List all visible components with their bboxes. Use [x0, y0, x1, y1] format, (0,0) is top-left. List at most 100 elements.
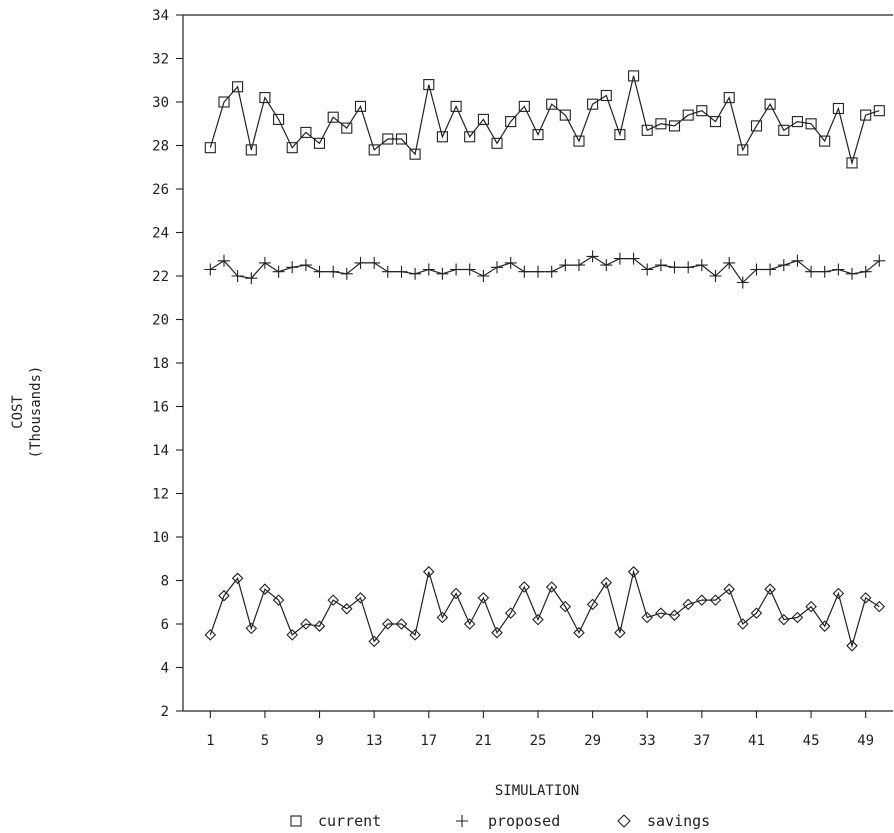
- current-point: [354, 100, 367, 112]
- savings-point: [723, 583, 735, 595]
- proposed-point: [354, 256, 367, 269]
- proposed-point: [313, 265, 326, 278]
- proposed-point: [491, 261, 503, 274]
- savings-point: [245, 622, 258, 635]
- savings-point: [614, 626, 626, 639]
- y-tick-label: 2: [161, 704, 169, 720]
- savings-point: [805, 600, 817, 613]
- current-point: [273, 113, 285, 125]
- savings-point: [204, 629, 217, 641]
- proposed-point: [272, 265, 285, 278]
- savings-point: [218, 589, 230, 602]
- savings-point: [559, 600, 572, 613]
- proposed-point: [545, 265, 558, 278]
- proposed-point: [832, 263, 845, 276]
- legend-label-proposed: proposed: [488, 812, 560, 830]
- proposed-point: [559, 259, 572, 272]
- x-tick-label: 29: [584, 733, 601, 749]
- savings-point: [313, 620, 326, 632]
- savings-point: [682, 598, 694, 611]
- current-point: [819, 135, 831, 147]
- current-point: [327, 111, 339, 123]
- legend-item-proposed: proposed: [456, 812, 560, 830]
- proposed-point: [873, 254, 886, 267]
- proposed-point: [846, 267, 858, 280]
- savings-point: [231, 572, 244, 585]
- x-tick-label: 17: [420, 733, 437, 749]
- current-point: [587, 98, 599, 110]
- savings-point: [300, 618, 312, 630]
- series-proposed: [204, 250, 886, 289]
- y-tick-label: 10: [152, 530, 169, 546]
- proposed-point: [859, 265, 872, 278]
- x-tick-label: 45: [803, 733, 820, 749]
- current-point: [368, 144, 380, 156]
- current-point: [791, 116, 803, 128]
- proposed-point: [791, 254, 804, 267]
- current-point: [313, 137, 326, 149]
- proposed-point: [436, 267, 449, 280]
- x-tick-label: 9: [315, 733, 323, 749]
- savings-point: [778, 613, 790, 626]
- current-point: [245, 144, 257, 156]
- proposed-point: [805, 265, 818, 278]
- proposed-line: [209, 255, 880, 284]
- proposed-point: [613, 252, 626, 265]
- legend: current proposed savings: [290, 812, 710, 830]
- current-point: [204, 142, 216, 154]
- proposed-point: [477, 270, 490, 282]
- savings-point: [737, 618, 749, 630]
- legend-label-current: current: [318, 812, 381, 830]
- current-point: [873, 105, 885, 117]
- current-point: [491, 137, 503, 149]
- y-tick-label: 22: [152, 269, 169, 285]
- current-point: [232, 81, 244, 93]
- y-tick-label: 18: [152, 356, 169, 372]
- current-line: [209, 75, 880, 166]
- savings-point: [436, 611, 449, 624]
- y-tick-label: 6: [161, 617, 169, 633]
- proposed-point: [299, 259, 312, 272]
- current-point: [655, 118, 667, 130]
- legend-plus-marker: [456, 815, 468, 827]
- current-point: [259, 92, 271, 104]
- proposed-point: [368, 256, 381, 269]
- savings-point: [545, 581, 558, 593]
- current-point: [286, 142, 298, 154]
- current-point: [600, 89, 612, 102]
- proposed-point: [668, 261, 681, 274]
- current-point: [546, 98, 558, 110]
- y-tick-label: 4: [161, 661, 169, 677]
- savings-point: [750, 607, 763, 619]
- savings-point: [586, 598, 599, 611]
- x-tick-label: 13: [366, 733, 383, 749]
- current-point: [750, 120, 763, 132]
- savings-point: [341, 603, 353, 615]
- x-tick-label: 1: [206, 733, 214, 749]
- series-savings: [204, 566, 886, 652]
- savings-point: [764, 583, 776, 595]
- savings-point: [600, 576, 613, 589]
- proposed-point: [231, 270, 244, 282]
- x-tick-label: 41: [748, 733, 765, 749]
- x-tick-label: 25: [530, 733, 547, 749]
- proposed-point: [818, 265, 831, 278]
- savings-point: [791, 611, 804, 624]
- proposed-point: [764, 263, 777, 276]
- proposed-point: [736, 276, 749, 289]
- current-point: [723, 92, 735, 104]
- savings-point: [655, 607, 667, 619]
- proposed-point: [422, 263, 435, 276]
- current-point: [409, 148, 421, 160]
- current-point: [559, 109, 571, 121]
- legend-item-current: current: [290, 812, 381, 830]
- proposed-point: [395, 265, 408, 278]
- current-point: [668, 120, 681, 132]
- proposed-point: [450, 263, 463, 276]
- x-tick-label: 49: [857, 733, 874, 749]
- current-point: [477, 113, 489, 125]
- savings-line: [209, 569, 880, 649]
- proposed-point: [409, 267, 422, 280]
